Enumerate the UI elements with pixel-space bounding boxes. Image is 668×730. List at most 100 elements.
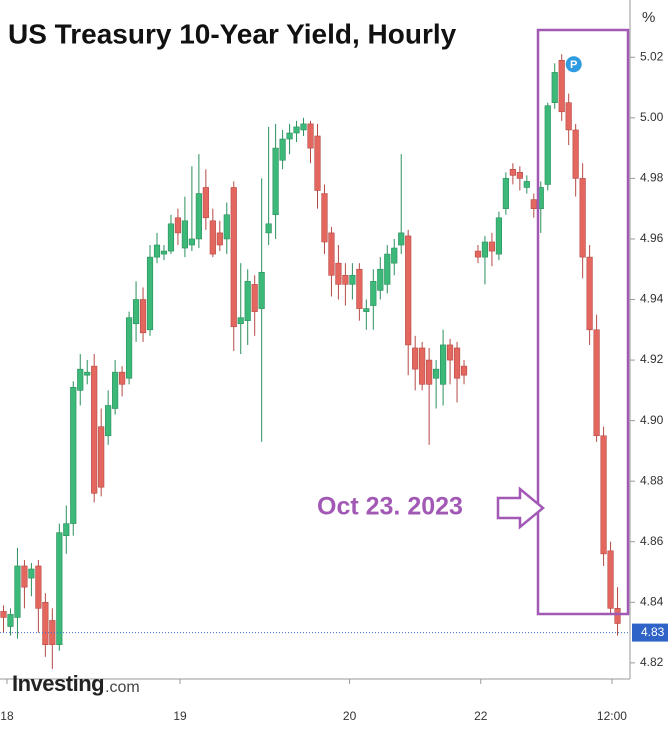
x-tick-label: 12:00 — [597, 709, 627, 723]
candle-body — [551, 72, 558, 103]
candle-body — [426, 359, 433, 385]
candle-body — [279, 138, 286, 161]
candle-body — [258, 271, 265, 309]
candle-body — [614, 608, 621, 624]
candle-body — [119, 371, 126, 385]
candle-body — [502, 178, 509, 209]
brand-logo: Investing — [12, 671, 104, 696]
candle-body — [593, 329, 600, 437]
annotation-arrow — [496, 486, 545, 530]
candle-body — [286, 132, 293, 140]
candle-body — [272, 147, 279, 216]
candle-body — [146, 256, 154, 331]
candle-body — [349, 274, 356, 285]
candle-body — [370, 281, 377, 306]
candle-body — [132, 299, 140, 325]
candle-body — [460, 365, 468, 376]
candle-body — [419, 347, 426, 385]
candle-body — [412, 347, 419, 370]
candle-body — [530, 199, 537, 209]
y-tick-label: 4.94 — [640, 292, 664, 306]
candle-body — [377, 268, 384, 291]
candle-body — [181, 220, 189, 249]
y-tick-label: 4.82 — [640, 655, 664, 669]
candle-body — [125, 317, 133, 379]
y-tick-label: 5.00 — [640, 110, 664, 124]
y-tick-label: 4.98 — [640, 171, 664, 185]
candle-body — [488, 241, 496, 252]
candle-body — [77, 368, 84, 391]
candle-body — [439, 344, 447, 385]
candle-body — [21, 565, 28, 588]
y-tick-label: 4.86 — [640, 534, 664, 548]
candle-body — [600, 435, 607, 555]
candle-body — [223, 214, 230, 240]
candle-body — [174, 217, 182, 234]
candle-body — [7, 614, 14, 627]
candle-body — [474, 250, 482, 258]
candle-body — [195, 193, 202, 240]
chart-title: US Treasury 10-Year Yield, Hourly — [8, 18, 457, 49]
x-tick-label: 18 — [0, 709, 14, 723]
candle-body — [558, 60, 565, 113]
x-tick-label: 20 — [343, 709, 357, 723]
candle-body — [42, 602, 49, 645]
candle-body — [49, 620, 56, 645]
y-tick-label: 4.92 — [640, 352, 664, 366]
candle-body — [265, 223, 272, 234]
candle-body — [405, 235, 412, 346]
candle-body — [209, 220, 216, 255]
candle-body — [516, 172, 523, 179]
candle-body — [188, 238, 195, 246]
marker-circle — [565, 56, 582, 73]
candle-body — [342, 274, 349, 285]
candle-body — [56, 532, 63, 645]
candle-body — [453, 347, 461, 379]
candle-body — [481, 241, 489, 258]
highlight-box — [536, 28, 630, 616]
last-price-label: 4.83 — [641, 625, 665, 639]
candle-body — [167, 223, 175, 252]
candle-body — [384, 253, 391, 285]
candle-body — [293, 126, 300, 134]
candle-body — [237, 317, 244, 325]
candle-body — [307, 123, 314, 149]
candle-body — [495, 217, 503, 255]
candle-body — [14, 565, 21, 618]
marker-label: P — [570, 59, 577, 71]
candle-body — [391, 247, 398, 264]
candle-body — [216, 232, 223, 246]
candle-body — [35, 565, 42, 609]
candle-body — [98, 426, 105, 488]
candle-body — [446, 344, 454, 361]
candle-body — [321, 193, 328, 243]
candle-body — [363, 308, 370, 312]
brand-suffix: .com — [105, 679, 140, 696]
x-tick-label: 22 — [474, 709, 488, 723]
candle-body — [251, 284, 258, 312]
candle-body — [328, 232, 335, 276]
y-tick-label: 5.02 — [640, 49, 664, 63]
candle-body — [398, 232, 405, 246]
candle-body — [509, 169, 516, 176]
candle-body — [0, 611, 7, 618]
candle-body — [572, 129, 579, 179]
candle-body — [335, 262, 342, 285]
candle-body — [91, 365, 98, 494]
candle-body — [139, 299, 147, 334]
y-tick-label: 4.90 — [640, 413, 664, 427]
candle-body — [63, 523, 70, 536]
y-tick-label: 4.84 — [640, 594, 664, 608]
candle-body — [544, 105, 551, 185]
candle-body — [160, 250, 168, 255]
candle-body — [523, 181, 530, 188]
candle-body — [314, 135, 321, 191]
y-tick-label: 4.88 — [640, 473, 664, 487]
candle-body — [112, 371, 119, 409]
candle-body — [356, 268, 363, 309]
candle-body — [202, 187, 209, 219]
x-tick-label: 19 — [173, 709, 187, 723]
candle-body — [230, 187, 237, 328]
